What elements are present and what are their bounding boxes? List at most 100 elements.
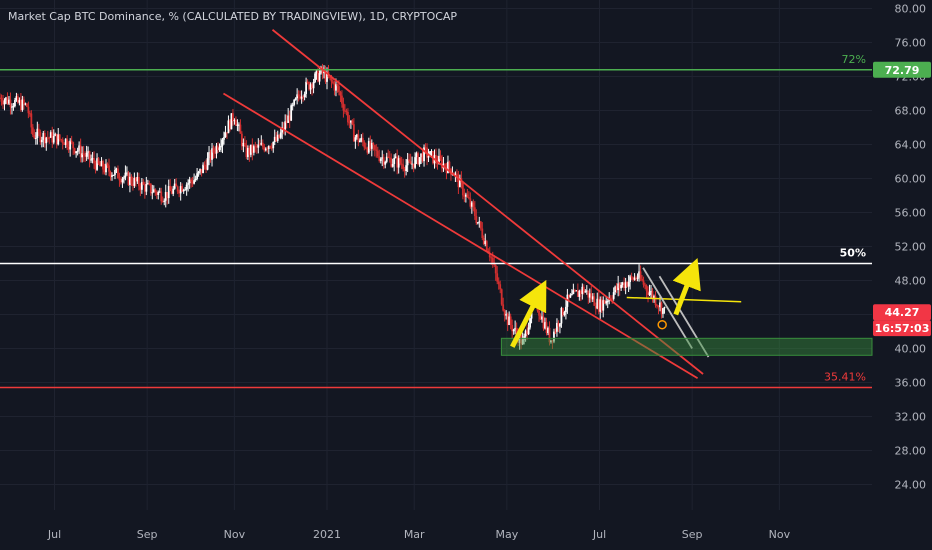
candle-body: [126, 172, 128, 174]
candle-body: [488, 253, 491, 258]
candle-body: [369, 141, 372, 149]
candle-body: [291, 104, 294, 106]
candle-body: [109, 171, 112, 177]
candle-body: [399, 158, 402, 164]
candle-body: [251, 144, 254, 153]
candle-body: [15, 96, 18, 101]
candle-body: [242, 142, 245, 147]
candle-body: [300, 96, 303, 99]
candle-body: [155, 192, 158, 195]
candle-body: [120, 180, 122, 183]
candle-body: [111, 175, 113, 177]
trend-line: [658, 275, 710, 358]
candle-body: [562, 307, 564, 316]
candle-body: [182, 189, 185, 192]
candle-body: [27, 106, 30, 114]
candle-body: [445, 167, 448, 173]
candle-body: [236, 124, 239, 126]
candle-body: [5, 97, 7, 101]
candle-body: [590, 293, 593, 300]
candle-body: [245, 145, 248, 157]
candle-body: [402, 164, 405, 169]
candle-body: [12, 106, 15, 108]
candle-body: [287, 115, 290, 123]
candle-body: [28, 113, 31, 115]
candle-body: [170, 191, 173, 194]
candle-body: [494, 265, 497, 274]
candle-body: [475, 216, 478, 224]
candle-body: [556, 322, 558, 332]
candle-body: [318, 73, 321, 82]
candle-body: [249, 144, 252, 155]
candle-body: [547, 327, 549, 333]
candle-body: [9, 99, 12, 108]
candle-body: [497, 281, 500, 285]
candle-body: [197, 171, 200, 174]
candle-body: [284, 121, 287, 130]
candle-body: [406, 159, 409, 166]
candle-body: [553, 331, 555, 342]
candle-body: [152, 189, 155, 193]
candle-body: [99, 163, 101, 167]
candle-body: [603, 300, 606, 304]
candle-body: [333, 83, 336, 91]
candle-body: [584, 291, 587, 293]
candle-body: [560, 307, 563, 324]
x-tick-label: Mar: [404, 528, 425, 541]
candle-body: [30, 113, 33, 128]
price-tag-label: 16:57:03: [875, 322, 930, 335]
candle-body: [435, 155, 437, 162]
candle-body: [351, 120, 354, 125]
candle-body: [64, 138, 67, 145]
candle-body: [642, 280, 645, 285]
candle-body: [441, 159, 443, 169]
candle-body: [317, 70, 319, 82]
candle-body: [227, 120, 230, 134]
candle-body: [538, 310, 540, 316]
candle-body: [72, 142, 75, 149]
candle-body: [429, 151, 431, 157]
candle-body: [31, 127, 34, 135]
candle-body: [557, 322, 560, 327]
candle-body: [347, 111, 349, 123]
candle-body: [624, 282, 627, 288]
candle-body: [559, 323, 561, 327]
candle-body: [34, 137, 37, 139]
candle-body: [52, 135, 55, 143]
candle-body: [238, 124, 240, 126]
x-axis: Jul Sep Nov 2021 Mar May Jul Sep Nov: [47, 528, 791, 541]
candle-body: [542, 316, 545, 329]
candle-body: [391, 164, 394, 167]
candle-body: [22, 99, 25, 104]
candle-body: [648, 292, 651, 295]
candle-body: [193, 180, 196, 184]
candle-body: [342, 103, 345, 111]
y-tick-label: 60.00: [895, 173, 927, 186]
candle-body: [226, 132, 228, 134]
candle-body: [133, 177, 136, 186]
candle-body: [414, 157, 416, 168]
candle-body: [294, 98, 297, 100]
grid: [0, 0, 872, 510]
candle-body: [355, 134, 358, 138]
candle-body: [379, 158, 382, 161]
candle-body: [358, 140, 361, 143]
candle-body: [387, 156, 390, 158]
candle-body: [630, 276, 633, 278]
candle-body: [623, 282, 626, 288]
candle-body: [382, 157, 385, 165]
candle-body: [112, 174, 115, 176]
candle-body: [200, 168, 203, 174]
candle-body: [261, 142, 264, 147]
candle-body: [527, 327, 530, 335]
candle-body: [60, 139, 63, 141]
candle-body: [458, 178, 461, 188]
candle-body: [263, 146, 266, 151]
candle-body: [257, 144, 260, 148]
candle-body: [45, 137, 48, 144]
candle-body: [143, 184, 146, 192]
candle-body: [124, 172, 127, 178]
candle-body: [438, 155, 440, 164]
candle-body: [412, 163, 415, 168]
